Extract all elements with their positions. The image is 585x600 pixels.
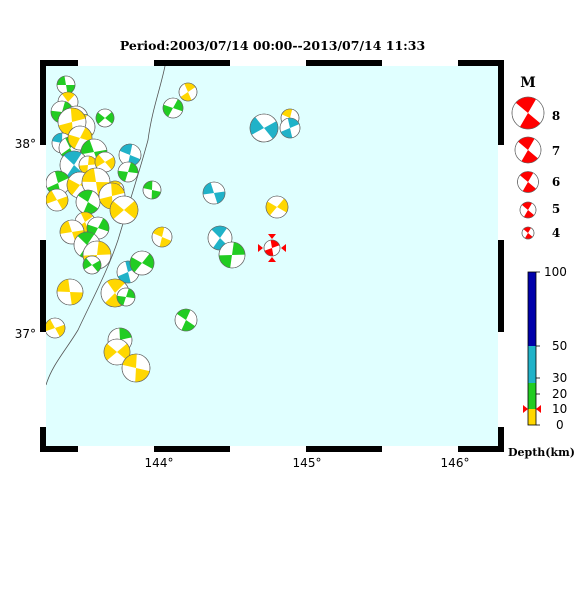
- focal-mechanism-6[interactable]: [95, 108, 115, 128]
- focal-mechanism-43[interactable]: [162, 97, 184, 119]
- depth-tick-0: 0: [556, 418, 564, 432]
- latest-event-pointer-3: [281, 244, 286, 252]
- focal-mechanism-42[interactable]: [178, 82, 198, 102]
- latest-event-beachball[interactable]: [263, 239, 281, 257]
- focal-mechanism-19[interactable]: [117, 161, 139, 183]
- focal-mechanism-49[interactable]: [279, 117, 301, 139]
- magnitude-legend-icon-0[interactable]: [511, 96, 545, 130]
- frame-ticks: [40, 60, 504, 452]
- mag-label-5: 5: [552, 202, 560, 216]
- map-title: Period:2003/07/14 00:00--2013/07/14 11:3…: [119, 38, 426, 53]
- latest-event-pointer-2: [258, 244, 263, 252]
- focal-mechanisms: [45, 75, 301, 383]
- mag-label-7: 7: [552, 144, 560, 158]
- magnitude-legend: M 8 7 6 5 4: [511, 75, 560, 240]
- focal-mechanism-47[interactable]: [249, 113, 279, 143]
- focal-mechanism-24[interactable]: [142, 180, 162, 200]
- x-tick-145: 145°: [293, 456, 322, 470]
- colorbar-50-100: [528, 272, 536, 346]
- magnitude-legend-icon-1[interactable]: [514, 136, 542, 164]
- focal-mechanism-44[interactable]: [202, 181, 226, 205]
- depth-tick-50: 50: [552, 339, 567, 353]
- focal-mechanism-40[interactable]: [103, 338, 131, 366]
- x-tick-144: 144°: [145, 456, 174, 470]
- focal-mechanism-30[interactable]: [82, 255, 102, 275]
- mag-label-4: 4: [552, 226, 560, 240]
- focal-mechanism-37[interactable]: [45, 317, 66, 339]
- focal-mechanism-0[interactable]: [56, 75, 76, 95]
- focal-mechanism-50[interactable]: [265, 195, 289, 219]
- depth-tick-100: 100: [544, 265, 567, 279]
- depth-colorbar: 100 50 30 20 10 0 Depth(km): [508, 265, 575, 459]
- colorbar-marker-right: [536, 405, 541, 413]
- y-tick-38: 38°: [15, 137, 36, 151]
- focal-mechanism-38[interactable]: [174, 308, 198, 332]
- depth-legend-label: Depth(km): [508, 446, 575, 459]
- focal-mechanism-21[interactable]: [75, 189, 101, 215]
- focal-mechanism-20[interactable]: [46, 188, 69, 212]
- focal-mechanism-36[interactable]: [116, 287, 136, 307]
- colorbar-marker-left: [523, 405, 528, 413]
- colorbar-30-50: [528, 346, 536, 383]
- depth-tick-20: 20: [552, 387, 567, 401]
- focal-mechanism-31[interactable]: [151, 226, 173, 248]
- focal-mechanism-33[interactable]: [129, 250, 155, 276]
- latest-event-marker[interactable]: [258, 234, 286, 262]
- latest-event-pointer-0: [268, 234, 276, 239]
- depth-tick-10: 10: [552, 402, 567, 416]
- latest-event-pointer-1: [268, 257, 276, 262]
- colorbar-10-30: [528, 383, 536, 409]
- magnitude-legend-icon-2[interactable]: [517, 171, 539, 193]
- colorbar-0-10: [528, 409, 536, 425]
- focal-mechanism-23[interactable]: [109, 195, 139, 225]
- coastline: [46, 66, 166, 386]
- x-tick-146: 146°: [441, 456, 470, 470]
- magnitude-legend-header: M: [520, 75, 536, 91]
- focal-mechanism-46[interactable]: [218, 241, 246, 269]
- magnitude-legend-icon-4[interactable]: [521, 226, 535, 240]
- mag-label-8: 8: [552, 109, 560, 123]
- focal-mechanism-41[interactable]: [121, 353, 151, 383]
- mag-label-6: 6: [552, 175, 560, 189]
- y-tick-37: 37°: [15, 327, 36, 341]
- focal-mechanism-34[interactable]: [56, 278, 84, 306]
- depth-tick-30: 30: [552, 371, 567, 385]
- magnitude-legend-icon-3[interactable]: [519, 201, 537, 219]
